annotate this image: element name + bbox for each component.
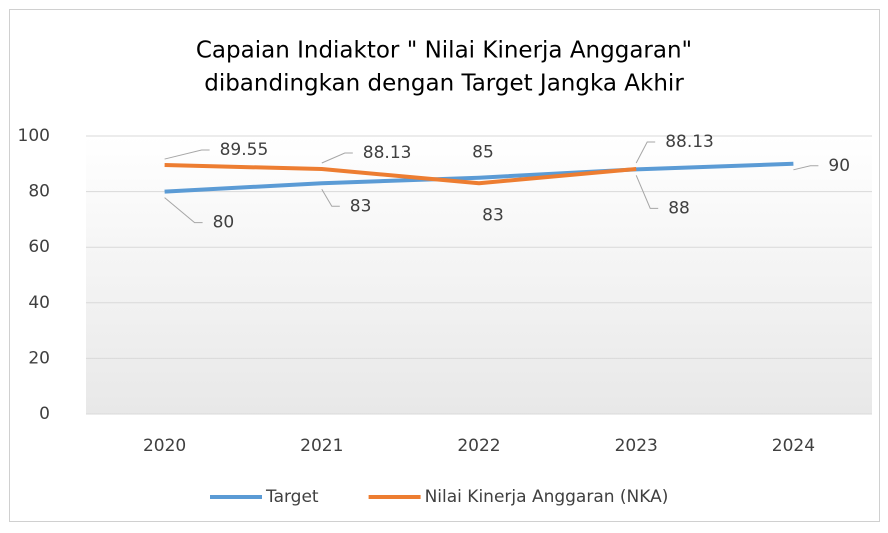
leader-line <box>793 165 819 171</box>
data-label: 83 <box>482 205 504 225</box>
y-tick-label: 100 <box>18 126 50 146</box>
data-label: 88.13 <box>665 132 714 152</box>
data-label: 83 <box>350 196 372 216</box>
data-label: 88 <box>668 198 690 218</box>
data-label: 89.55 <box>220 140 269 160</box>
legend-label: Nilai Kinerja Anggaran (NKA) <box>425 487 669 507</box>
y-tick-label: 40 <box>28 293 50 313</box>
leader-line <box>321 189 340 207</box>
x-tick-label: 2023 <box>615 436 658 456</box>
data-label: 85 <box>472 143 494 163</box>
y-tick-label: 20 <box>28 348 50 368</box>
series-line <box>164 161 794 194</box>
leader-line <box>164 197 203 224</box>
leader-line <box>635 175 659 209</box>
leader-line <box>321 152 353 164</box>
chart-title: Capaian Indiaktor " Nilai Kinerja Anggar… <box>196 38 692 64</box>
y-tick-label: 60 <box>28 237 50 257</box>
data-label: 80 <box>213 213 235 233</box>
x-tick-label: 2024 <box>772 436 815 456</box>
leader-line <box>164 149 210 160</box>
series-line <box>164 163 637 186</box>
y-tick-label: 80 <box>28 182 50 202</box>
x-tick-label: 2021 <box>300 436 343 456</box>
chart-title: dibandingkan dengan Target Jangka Akhir <box>204 71 684 97</box>
data-label: 90 <box>828 156 850 176</box>
leader-line <box>635 141 656 164</box>
x-tick-label: 2020 <box>143 436 186 456</box>
x-tick-label: 2022 <box>457 436 500 456</box>
legend-label: Target <box>265 487 319 507</box>
y-tick-label: 0 <box>39 404 50 424</box>
data-label: 88.13 <box>363 143 412 163</box>
